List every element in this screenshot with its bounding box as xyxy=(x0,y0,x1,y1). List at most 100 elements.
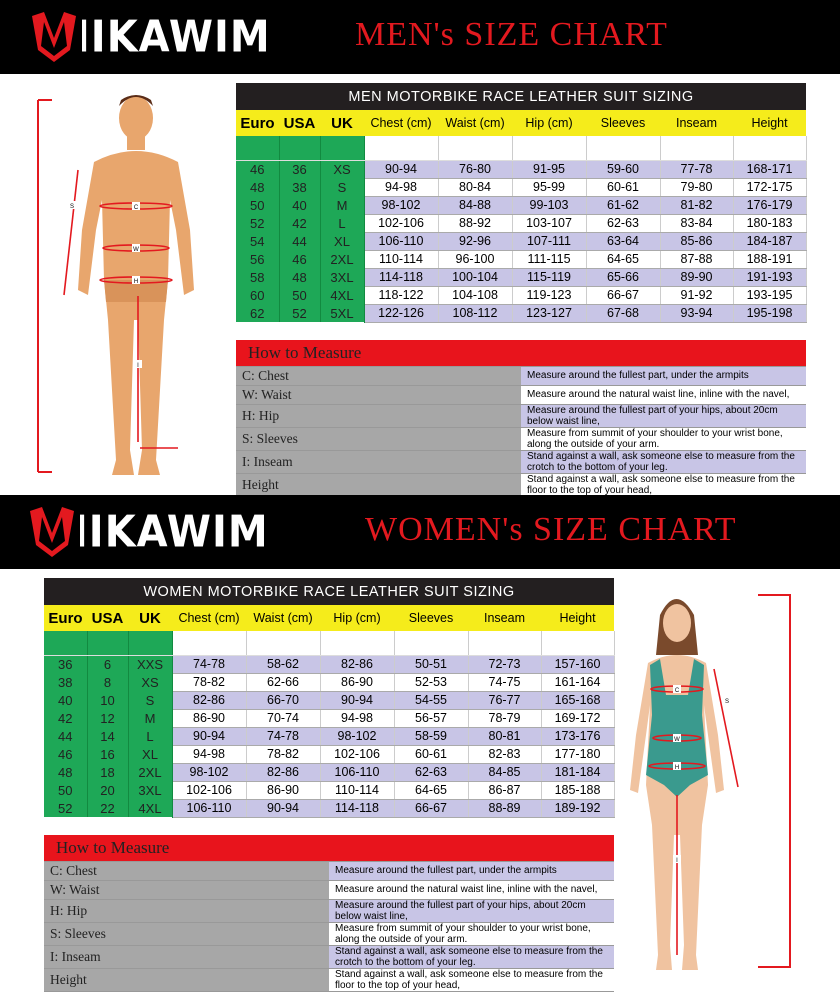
cell-waist: 80-84 xyxy=(438,178,513,197)
header-usa: USA xyxy=(87,605,128,631)
inseam-marker: I xyxy=(676,858,678,864)
cell-chest: 106-110 xyxy=(172,799,247,818)
measure-instruction: Measure from summit of your shoulder to … xyxy=(521,427,806,451)
cell-usa: 12 xyxy=(87,709,129,727)
cell-height: 188-191 xyxy=(733,250,807,269)
men-body-figure: C W H S I xyxy=(37,95,194,475)
cell-waist: 92-96 xyxy=(438,232,513,251)
cell-height: 185-188 xyxy=(541,781,615,800)
shield-m-logo-icon xyxy=(30,507,74,557)
cell-hip: 114-118 xyxy=(320,799,395,818)
cell-hip: 107-111 xyxy=(512,232,587,251)
spacer-cell xyxy=(236,136,280,161)
table-row: 42 12 M 86-90 70-74 94-98 56-57 78-79 169-172 xyxy=(44,709,615,728)
cell-sleeves: 56-57 xyxy=(394,709,469,728)
cell-usa: 6 xyxy=(87,655,129,673)
measure-row: Height Stand against a wall, ask someone … xyxy=(236,473,806,497)
table-row: 56 46 2XL 110-114 96-100 111-115 64-65 87-88 188… xyxy=(236,250,807,269)
table-row: 46 16 XL 94-98 78-82 102-106 60-61 82-83 177-180 xyxy=(44,745,615,764)
measure-instruction: Stand against a wall, ask someone else t… xyxy=(521,450,806,474)
cell-uk: 4XL xyxy=(320,286,365,304)
cell-sleeves: 62-63 xyxy=(586,214,661,233)
cell-euro: 50 xyxy=(236,196,280,214)
how-to-measure-header: How to Measure xyxy=(236,340,806,367)
cell-usa: 20 xyxy=(87,781,129,799)
brand-name: MIKAWIM xyxy=(50,11,271,63)
measure-instruction: Measure around the fullest part, under t… xyxy=(521,366,806,386)
measure-row: I: Inseam Stand against a wall, ask someo… xyxy=(44,945,614,969)
header-usa: USA xyxy=(279,110,320,136)
cell-chest: 94-98 xyxy=(364,178,439,197)
cell-hip: 102-106 xyxy=(320,745,395,764)
cell-waist: 62-66 xyxy=(246,673,321,692)
table-title-row: MEN MOTORBIKE RACE LEATHER SUIT SIZING xyxy=(236,83,807,110)
cell-chest: 122-126 xyxy=(364,304,439,323)
header-euro: Euro xyxy=(236,110,279,136)
table-row: 52 22 4XL 106-110 90-94 114-118 66-67 88-89 189-… xyxy=(44,799,615,818)
cell-uk: XS xyxy=(128,673,173,691)
table-row: 52 42 L 102-106 88-92 103-107 62-63 83-84 180-18… xyxy=(236,214,807,233)
measure-label: I: Inseam xyxy=(236,450,521,474)
cell-height: 181-184 xyxy=(541,763,615,782)
cell-height: 168-171 xyxy=(733,160,807,179)
header-euro: Euro xyxy=(44,605,87,631)
spacer-cell xyxy=(733,136,807,161)
measure-label: H: Hip xyxy=(44,899,329,923)
table-row: 54 44 XL 106-110 92-96 107-111 63-64 85-86 184-1… xyxy=(236,232,807,251)
cell-uk: 4XL xyxy=(128,799,173,817)
women-banner: MIKAWIM WOMEN's SIZE CHART xyxy=(0,495,840,569)
cell-euro: 44 xyxy=(44,727,88,745)
spacer-cell xyxy=(394,631,469,656)
cell-waist: 58-62 xyxy=(246,655,321,674)
spacer-cell xyxy=(87,631,129,656)
measure-label: S: Sleeves xyxy=(236,427,521,451)
cell-chest: 102-106 xyxy=(364,214,439,233)
cell-chest: 94-98 xyxy=(172,745,247,764)
cell-uk: S xyxy=(320,178,365,196)
cell-hip: 91-95 xyxy=(512,160,587,179)
cell-euro: 50 xyxy=(44,781,88,799)
measure-instruction: Stand against a wall, ask someone else t… xyxy=(329,945,614,969)
height-bracket xyxy=(37,99,52,473)
measure-row: C: Chest Measure around the fullest part,… xyxy=(44,861,614,881)
cell-euro: 62 xyxy=(236,304,280,322)
table-title: MEN MOTORBIKE RACE LEATHER SUIT SIZING xyxy=(236,83,807,110)
men-how-to-measure-table: How to Measure C: Chest Measure around the… xyxy=(236,340,806,497)
table-row: 50 40 M 98-102 84-88 99-103 61-62 81-82 176-179 xyxy=(236,196,807,215)
cell-uk: XS xyxy=(320,160,365,178)
how-to-measure-title: How to Measure xyxy=(44,835,614,862)
brand-logo: MIKAWIM xyxy=(30,12,271,62)
measure-instruction: Stand against a wall, ask someone else t… xyxy=(329,968,614,992)
cell-waist: 82-86 xyxy=(246,763,321,782)
brand-name: MIKAWIM xyxy=(48,506,269,558)
cell-uk: M xyxy=(320,196,365,214)
table-row: 58 48 3XL 114-118 100-104 115-119 65-66 89-90 19… xyxy=(236,268,807,287)
cell-waist: 100-104 xyxy=(438,268,513,287)
cell-usa: 42 xyxy=(279,214,321,232)
cell-inseam: 82-83 xyxy=(468,745,542,764)
cell-hip: 115-119 xyxy=(512,268,587,287)
cell-euro: 42 xyxy=(44,709,88,727)
cell-sleeves: 62-63 xyxy=(394,763,469,782)
cell-inseam: 93-94 xyxy=(660,304,734,323)
measure-label: C: Chest xyxy=(236,366,521,386)
measure-instruction: Measure around the fullest part of your … xyxy=(521,404,806,428)
cell-inseam: 89-90 xyxy=(660,268,734,287)
cell-height: 173-176 xyxy=(541,727,615,746)
cell-waist: 76-80 xyxy=(438,160,513,179)
cell-height: 193-195 xyxy=(733,286,807,305)
cell-waist: 78-82 xyxy=(246,745,321,764)
header-uk: UK xyxy=(320,110,364,136)
cell-hip: 103-107 xyxy=(512,214,587,233)
cell-euro: 54 xyxy=(236,232,280,250)
measure-row: I: Inseam Stand against a wall, ask someo… xyxy=(236,450,806,474)
sleeve-marker: S xyxy=(725,699,729,705)
cell-chest: 74-78 xyxy=(172,655,247,674)
cell-usa: 36 xyxy=(279,160,321,178)
cell-uk: L xyxy=(128,727,173,745)
spacer-cell xyxy=(279,136,321,161)
header-sleeves: Sleeves xyxy=(586,110,660,136)
measure-row: H: Hip Measure around the fullest part of… xyxy=(236,404,806,428)
cell-usa: 44 xyxy=(279,232,321,250)
spacer-cell xyxy=(44,631,88,656)
